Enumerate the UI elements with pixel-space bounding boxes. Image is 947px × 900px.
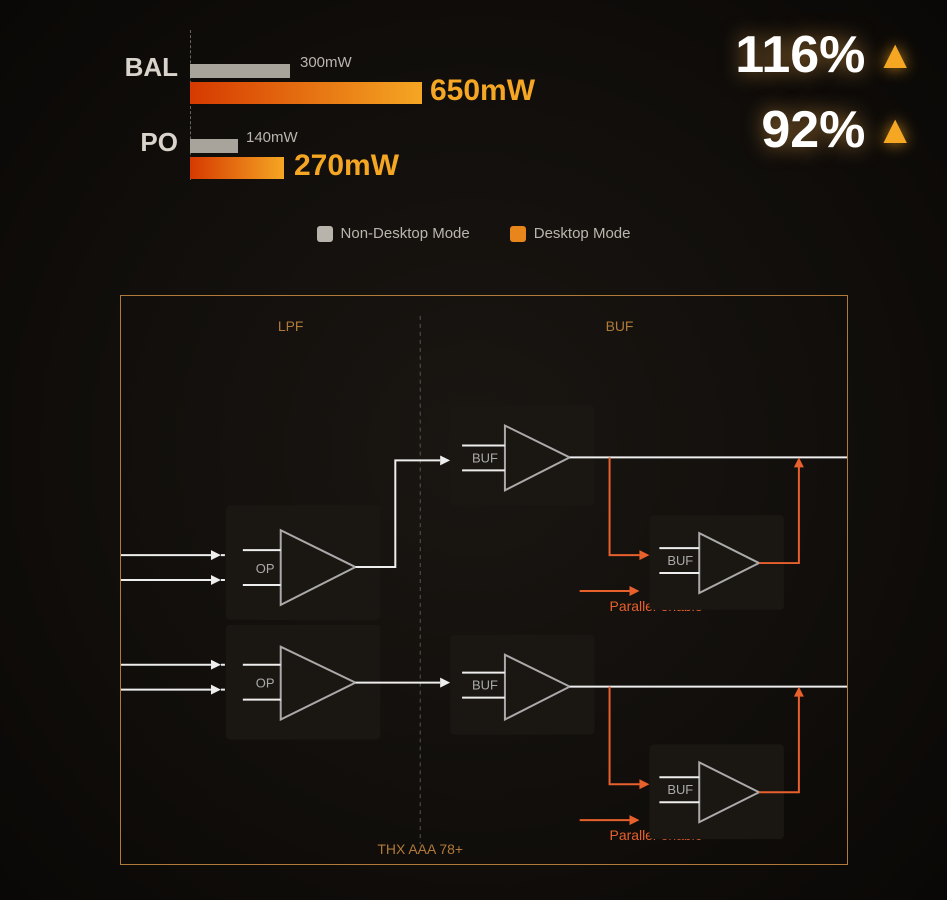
bar-row-po: PO 140mW 270mW 92% ▲ <box>115 105 915 180</box>
op-box <box>226 505 380 620</box>
bar-label-po: PO <box>115 127 190 158</box>
arrowhead-orange-icon <box>794 687 804 697</box>
bar-orange-po <box>190 157 284 179</box>
bar-value-orange-po: 270mW <box>294 149 399 183</box>
up-arrow-icon: ▲ <box>875 108 915 153</box>
wire-orange <box>610 457 640 555</box>
legend-item-gray: Non-Desktop Mode <box>317 225 470 242</box>
diagram-footer-label: THX AAA 78+ <box>377 841 463 857</box>
legend-swatch-orange <box>510 226 526 242</box>
arrowhead-icon <box>440 455 450 465</box>
percent-block-po: 92% ▲ <box>761 100 915 160</box>
op-label: OP <box>256 561 275 576</box>
section-label-buf: BUF <box>606 318 634 334</box>
legend-label-gray: Non-Desktop Mode <box>341 225 470 242</box>
arrowhead-orange-icon <box>629 586 639 596</box>
signal-flow-diagram: LPF BUF OP BUF <box>120 295 848 865</box>
legend-swatch-gray <box>317 226 333 242</box>
arrowhead-orange-icon <box>639 550 649 560</box>
chart-legend: Non-Desktop Mode Desktop Mode <box>0 225 947 242</box>
bar-gray-po <box>190 139 238 153</box>
legend-label-orange: Desktop Mode <box>534 225 631 242</box>
arrowhead-orange-icon <box>639 779 649 789</box>
arrowhead-icon <box>211 550 221 560</box>
arrowhead-orange-icon <box>794 457 804 467</box>
buf-label: BUF <box>667 553 693 568</box>
arrowhead-icon <box>440 678 450 688</box>
arrowhead-orange-icon <box>629 815 639 825</box>
section-label-lpf: LPF <box>278 318 304 334</box>
arrowhead-icon <box>211 660 221 670</box>
bar-value-gray-bal: 300mW <box>300 54 352 71</box>
percent-value-po: 92% <box>761 100 865 160</box>
bar-gray-bal <box>190 64 290 78</box>
diagram-svg: LPF BUF OP BUF <box>121 296 847 864</box>
up-arrow-icon: ▲ <box>875 33 915 78</box>
buf-label: BUF <box>472 450 498 465</box>
wire-orange <box>610 687 640 785</box>
bar-row-bal: BAL 300mW 650mW 116% ▲ <box>115 30 915 105</box>
percent-value-bal: 116% <box>735 25 865 85</box>
buf-label: BUF <box>472 678 498 693</box>
arrowhead-icon <box>211 685 221 695</box>
bar-label-bal: BAL <box>115 52 190 83</box>
power-comparison-chart: BAL 300mW 650mW 116% ▲ PO 140mW 270mW 92… <box>115 30 915 180</box>
bar-value-gray-po: 140mW <box>246 129 298 146</box>
buf-label: BUF <box>667 782 693 797</box>
bar-orange-bal <box>190 82 422 104</box>
bar-value-orange-bal: 650mW <box>430 74 535 108</box>
legend-item-orange: Desktop Mode <box>510 225 631 242</box>
op-label: OP <box>256 676 275 691</box>
percent-block-bal: 116% ▲ <box>735 25 915 85</box>
arrowhead-icon <box>211 575 221 585</box>
